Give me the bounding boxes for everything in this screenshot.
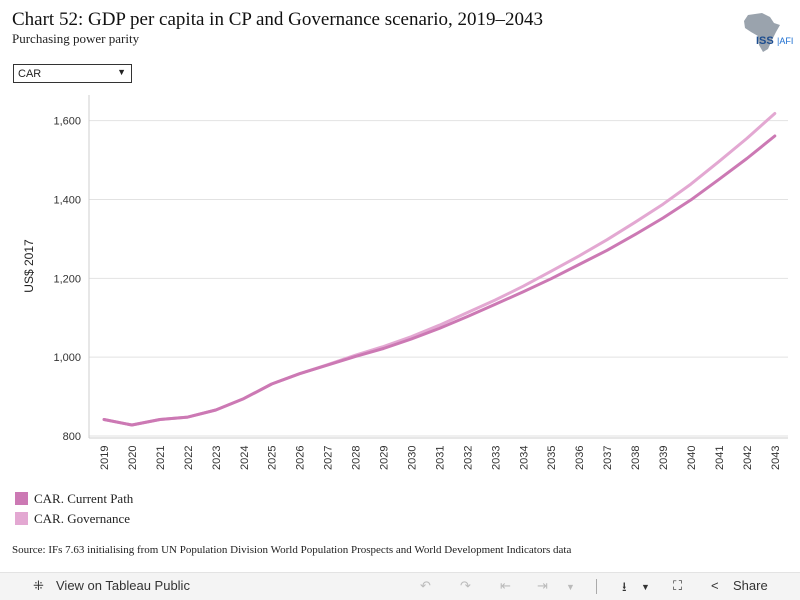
source-note: Source: IFs 7.63 initialising from UN Po… (12, 544, 572, 556)
country-select-value: CAR (18, 68, 42, 80)
line-chart: US$ 2017 800 1,000 1,200 1,400 1,600 2019 202… (22, 95, 788, 470)
chart-title: Chart 52: GDP per capita in CP and Gover… (12, 9, 543, 30)
view-on-tableau-link[interactable]: View on Tableau Public (56, 578, 190, 593)
y-tick-label: 800 (63, 431, 81, 443)
x-tick-label: 2021 (155, 446, 167, 470)
x-tick-label: 2024 (239, 446, 251, 470)
svg-text:ISS: ISS (756, 35, 774, 47)
x-tick-label: 2032 (462, 446, 474, 470)
country-select[interactable]: CAR ▼ (13, 64, 132, 83)
legend-label-current-path: CAR. Current Path (34, 491, 134, 506)
legend-swatch-current-path (15, 492, 28, 505)
download-icon[interactable]: ⭳ (622, 579, 627, 594)
x-tick-label: 2027 (323, 446, 335, 470)
y-tick-label: 1,600 (53, 116, 81, 128)
legend-label-governance: CAR. Governance (34, 511, 131, 526)
x-tick-label: 2037 (602, 446, 614, 470)
x-tick-label: 2041 (714, 446, 726, 470)
x-tick-label: 2038 (630, 446, 642, 470)
legend-swatch-governance (15, 512, 28, 525)
series-lines (102, 112, 777, 427)
share-button[interactable]: Share (733, 578, 768, 593)
series-line-governance[interactable] (102, 112, 777, 427)
series-line-current-path[interactable] (102, 134, 777, 427)
svg-text:|AFI: |AFI (777, 36, 793, 46)
x-tick-label: 2031 (434, 446, 446, 470)
x-tick-label: 2033 (490, 446, 502, 470)
x-tick-label: 2042 (742, 446, 754, 470)
y-tick-label: 1,000 (53, 352, 81, 364)
y-axis-title: US$ 2017 (22, 239, 36, 293)
x-tick-label: 2019 (99, 446, 111, 470)
refresh-icon[interactable]: ⇥ (537, 578, 548, 593)
x-tick-label: 2043 (770, 446, 782, 470)
x-tick-label: 2040 (686, 446, 698, 470)
toolbar-divider (596, 579, 597, 594)
y-tick-label: 1,200 (53, 273, 81, 285)
download-chevron-down-icon[interactable]: ▼ (641, 582, 650, 592)
x-tick-label: 2028 (351, 446, 363, 470)
tableau-logo-icon: ⁜ (33, 578, 44, 593)
y-tick-labels: 800 1,000 1,200 1,400 1,600 (53, 116, 81, 443)
chevron-down-icon: ▼ (117, 67, 126, 77)
revert-icon[interactable]: ⇤ (500, 578, 511, 593)
x-tick-label: 2020 (127, 446, 139, 470)
x-tick-label: 2022 (183, 446, 195, 470)
redo-icon[interactable]: ↷ (460, 578, 471, 593)
x-tick-label: 2036 (574, 446, 586, 470)
chart-subtitle: Purchasing power parity (12, 31, 140, 46)
x-tick-label: 2034 (518, 446, 530, 470)
refresh-chevron-down-icon[interactable]: ▼ (566, 582, 575, 592)
x-tick-label: 2030 (406, 446, 418, 470)
x-tick-label: 2035 (546, 446, 558, 470)
fullscreen-icon[interactable]: ⛶ (673, 578, 683, 593)
x-tick-label: 2023 (211, 446, 223, 470)
y-tick-label: 1,400 (53, 194, 81, 206)
x-tick-label: 2025 (267, 446, 279, 470)
tableau-toolbar: ⁜ View on Tableau Public ↶ ↷ ⇤ ⇥ ▼ ⭳ ▼ ⛶… (0, 572, 800, 600)
iss-africa-logo: ISS |AFI (740, 12, 794, 54)
x-tick-label: 2029 (379, 446, 391, 470)
share-icon[interactable]: < (711, 578, 719, 593)
grid-lines (89, 120, 788, 437)
x-tick-label: 2026 (295, 446, 307, 470)
x-tick-label: 2039 (658, 446, 670, 470)
undo-icon[interactable]: ↶ (420, 578, 431, 593)
x-tick-labels: 2019 2020 2021 2022 2023 2024 2025 2026 2027 2028… (99, 446, 782, 470)
